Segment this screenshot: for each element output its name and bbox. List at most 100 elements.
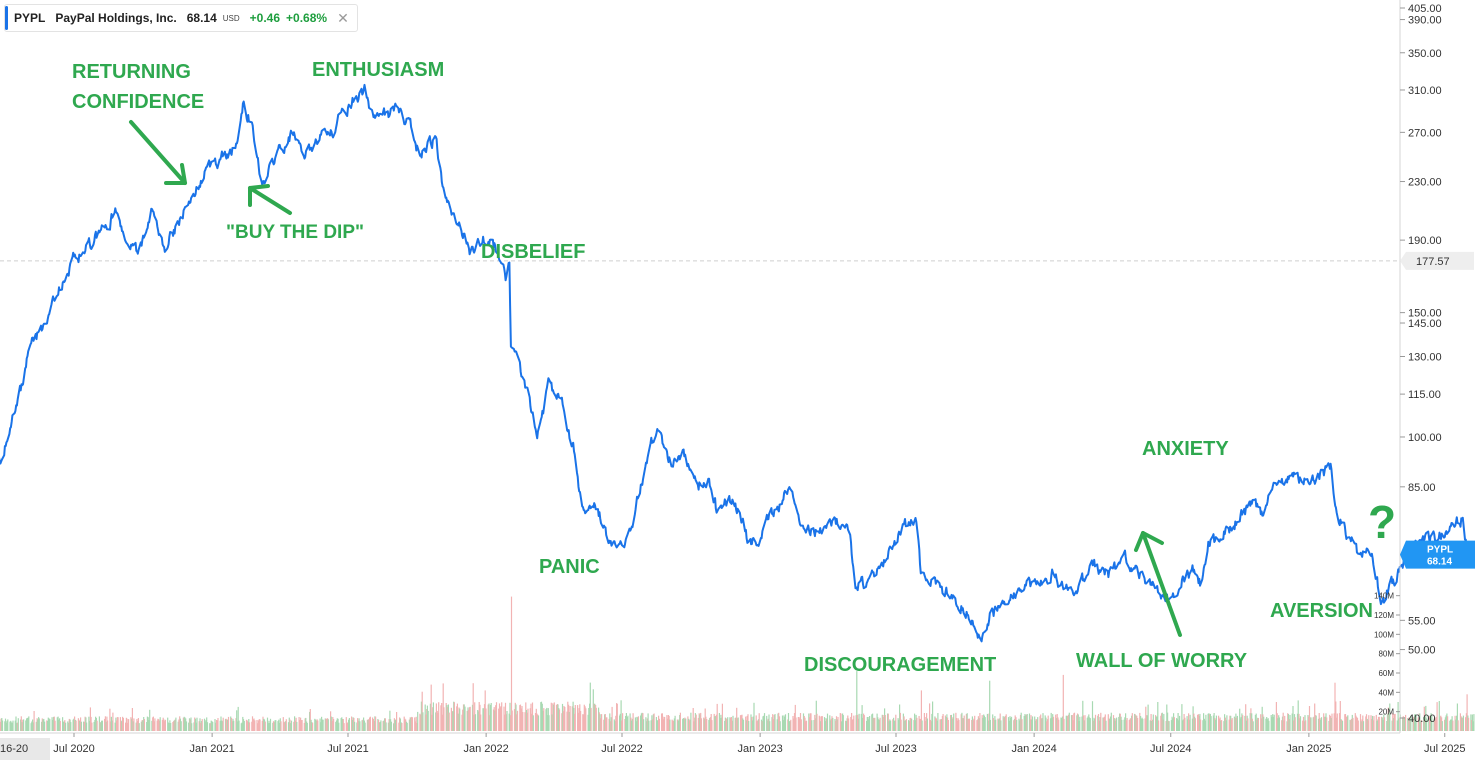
volume-bar xyxy=(908,720,910,731)
volume-bar xyxy=(626,717,628,731)
volume-bar xyxy=(756,721,758,731)
volume-bar xyxy=(814,718,817,731)
volume-bar xyxy=(221,721,224,731)
arrow-returning-confidence-shaft xyxy=(129,120,187,185)
volume-bar xyxy=(327,718,329,731)
volume-bar xyxy=(426,709,428,731)
volume-bar xyxy=(183,716,185,731)
volume-bar xyxy=(694,713,696,731)
volume-bar xyxy=(209,723,211,731)
volume-bar xyxy=(802,713,805,731)
volume-bar xyxy=(68,718,70,731)
volume-bar xyxy=(180,721,182,731)
y-tick-label: 350.00 xyxy=(1408,48,1442,60)
volume-bar xyxy=(930,721,932,731)
volume-bar xyxy=(766,720,769,731)
volume-bar xyxy=(483,704,486,731)
volume-bar xyxy=(73,718,75,731)
volume-bar xyxy=(451,711,453,731)
volume-bar xyxy=(227,716,230,731)
volume-bar xyxy=(74,716,76,731)
volume-bar xyxy=(831,716,833,731)
volume-bar xyxy=(615,715,617,731)
volume-bar xyxy=(456,703,458,731)
volume-bar xyxy=(1272,714,1274,731)
volume-bar xyxy=(101,720,103,731)
volume-bar xyxy=(336,720,338,731)
volume-bar xyxy=(100,722,102,731)
volume-bar xyxy=(199,718,201,731)
volume-bar xyxy=(1245,720,1247,731)
volume-bar xyxy=(513,709,516,731)
volume-bar xyxy=(572,701,574,731)
volume-bar xyxy=(777,713,779,731)
volume-bar xyxy=(1088,714,1090,731)
volume-bar xyxy=(883,717,885,731)
volume-bar xyxy=(161,719,163,731)
volume-bar xyxy=(1461,717,1463,731)
volume-bar xyxy=(196,717,198,731)
volume-bar xyxy=(1073,712,1076,731)
volume-bar xyxy=(577,712,579,731)
volume-bar xyxy=(1220,720,1222,731)
volume-bar xyxy=(86,722,88,731)
volume-bar xyxy=(296,721,298,731)
close-icon[interactable]: ✕ xyxy=(337,9,349,26)
volume-bar xyxy=(921,720,923,731)
volume-bar xyxy=(1293,714,1296,731)
volume-bar xyxy=(808,713,810,731)
volume-bar xyxy=(698,713,700,731)
volume-bar xyxy=(1302,716,1305,731)
volume-bar xyxy=(634,717,636,731)
volume-bar xyxy=(1056,714,1058,731)
volume-bar xyxy=(1161,712,1163,731)
volume-bar xyxy=(805,720,808,731)
volume-bar xyxy=(0,718,2,731)
volume-bar xyxy=(947,717,949,731)
volume-bar xyxy=(1124,717,1126,731)
volume-bar xyxy=(57,716,59,731)
volume-bar xyxy=(492,709,495,731)
volume-bar xyxy=(359,721,361,731)
volume-bar xyxy=(1214,718,1216,731)
annotation-disbelief: DISBELIEF xyxy=(481,241,585,263)
volume-bar xyxy=(1309,717,1311,731)
volume-bar xyxy=(178,719,180,731)
volume-bar xyxy=(26,718,28,731)
volume-bar xyxy=(153,721,155,731)
volume-bar xyxy=(1167,720,1169,731)
volume-bar xyxy=(689,719,691,731)
volume-bar xyxy=(834,719,836,731)
volume-bar xyxy=(872,713,874,731)
volume-bar xyxy=(59,718,61,731)
volume-bar xyxy=(1325,713,1327,731)
volume-bar xyxy=(589,682,591,731)
volume-bar xyxy=(421,691,423,731)
volume-bar xyxy=(377,719,379,731)
volume-bar xyxy=(862,717,864,731)
volume-bar xyxy=(1212,715,1214,731)
volume-tick-label: 100M xyxy=(1374,630,1394,639)
volume-bar xyxy=(1338,713,1341,731)
volume-bar xyxy=(846,718,848,731)
legend-symbol[interactable]: PYPL xyxy=(14,11,46,25)
volume-bar xyxy=(1386,721,1388,731)
volume-bar xyxy=(1310,717,1312,731)
volume-bar xyxy=(1187,719,1189,731)
volume-bar xyxy=(1139,712,1141,731)
volume-bar xyxy=(164,721,166,731)
volume-bar xyxy=(1455,719,1457,731)
volume-bar xyxy=(104,718,106,731)
volume-bar xyxy=(942,714,944,731)
volume-bar xyxy=(351,719,353,731)
volume-bar xyxy=(900,719,902,731)
volume-bar xyxy=(347,722,349,731)
volume-bar xyxy=(745,720,748,731)
volume-bar xyxy=(1192,706,1194,731)
volume-bar xyxy=(1044,715,1046,731)
volume-bar xyxy=(348,718,350,731)
volume-bar xyxy=(848,718,850,731)
volume-bar xyxy=(450,707,452,731)
volume-bar xyxy=(441,703,443,731)
